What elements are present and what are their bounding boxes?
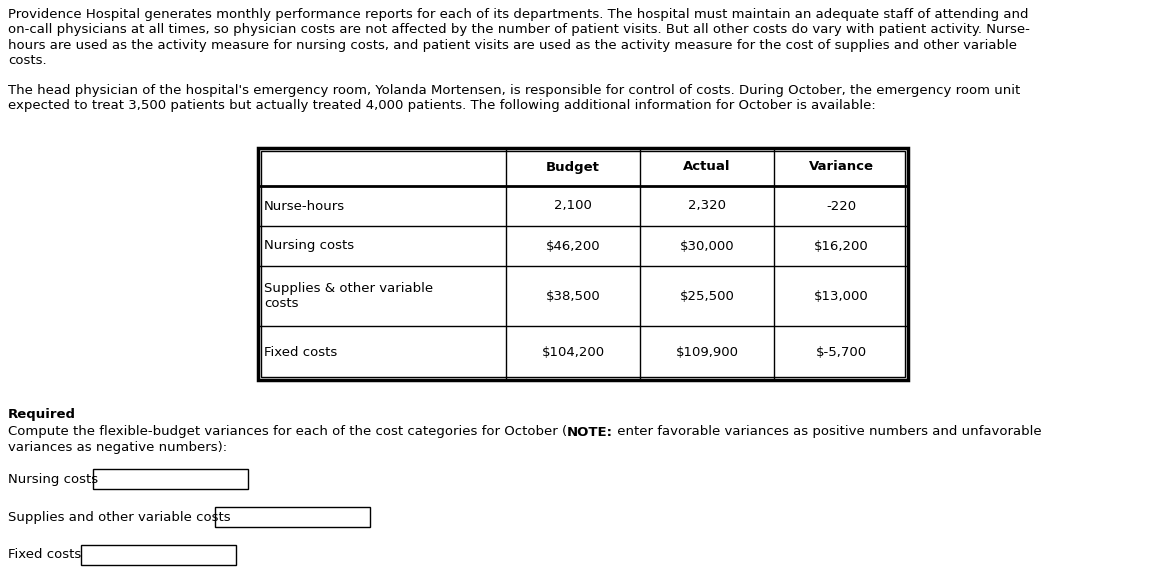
Text: NOTE:: NOTE: (567, 426, 614, 438)
Text: Supplies and other variable costs: Supplies and other variable costs (8, 511, 231, 523)
Text: variances as negative numbers):: variances as negative numbers): (8, 441, 227, 454)
Text: enter favorable variances as positive numbers and unfavorable: enter favorable variances as positive nu… (614, 426, 1042, 438)
Text: $46,200: $46,200 (546, 240, 601, 252)
Text: hours are used as the activity measure for nursing costs, and patient visits are: hours are used as the activity measure f… (8, 39, 1016, 52)
Text: $104,200: $104,200 (541, 346, 604, 360)
Text: on-call physicians at all times, so physician costs are not affected by the numb: on-call physicians at all times, so phys… (8, 24, 1029, 36)
Text: Variance: Variance (808, 160, 874, 174)
Text: 2,100: 2,100 (554, 200, 591, 212)
Text: Supplies & other variable: Supplies & other variable (263, 282, 433, 295)
Text: costs.: costs. (8, 54, 47, 68)
Text: $-5,700: $-5,700 (815, 346, 867, 360)
Text: Budget: Budget (546, 160, 600, 174)
Bar (258, 148, 908, 380)
Text: Actual: Actual (683, 160, 731, 174)
Text: Compute the flexible-budget variances for each of the cost categories for Octobe: Compute the flexible-budget variances fo… (8, 426, 567, 438)
Text: $13,000: $13,000 (814, 290, 869, 302)
Text: Providence Hospital generates monthly performance reports for each of its depart: Providence Hospital generates monthly pe… (8, 8, 1028, 21)
Bar (94, 469, 248, 489)
Text: -220: -220 (826, 200, 856, 212)
Text: costs: costs (263, 297, 299, 310)
Text: Nursing costs: Nursing costs (263, 240, 354, 252)
Text: Fixed costs: Fixed costs (8, 548, 81, 562)
Text: $16,200: $16,200 (814, 240, 869, 252)
Text: Required: Required (8, 408, 76, 421)
Text: $38,500: $38,500 (546, 290, 601, 302)
Text: $25,500: $25,500 (679, 290, 734, 302)
Bar (81, 545, 237, 565)
Text: The head physician of the hospital's emergency room, Yolanda Mortensen, is respo: The head physician of the hospital's eme… (8, 84, 1020, 97)
Text: Nurse-hours: Nurse-hours (263, 200, 345, 212)
Text: Nursing costs: Nursing costs (8, 472, 98, 486)
Bar (215, 507, 370, 527)
Bar (261, 151, 905, 377)
Text: expected to treat 3,500 patients but actually treated 4,000 patients. The follow: expected to treat 3,500 patients but act… (8, 100, 876, 112)
Text: 2,320: 2,320 (689, 200, 726, 212)
Text: Fixed costs: Fixed costs (263, 346, 337, 360)
Text: $109,900: $109,900 (676, 346, 739, 360)
Text: $30,000: $30,000 (679, 240, 734, 252)
